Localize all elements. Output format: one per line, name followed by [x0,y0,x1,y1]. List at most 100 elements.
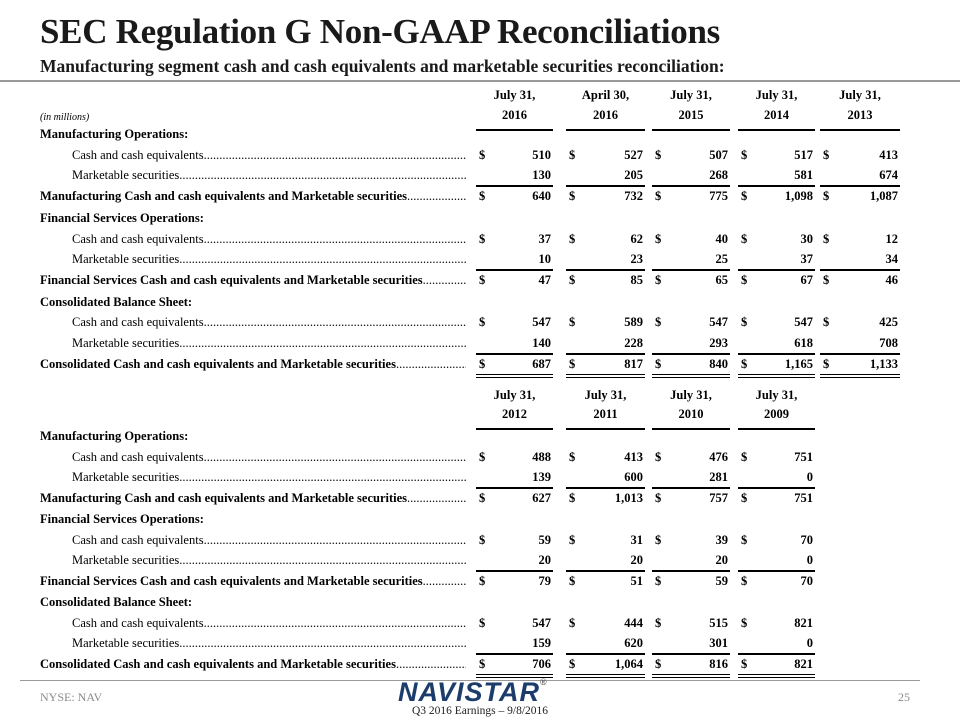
line-item-text: Marketable securities [72,470,180,484]
line-item-text: Cash and cash equivalents [72,532,204,547]
page-subtitle: Manufacturing segment cash and cash equi… [40,56,725,76]
line-item-text: Marketable securities [72,168,180,183]
cell-value: 20 [715,553,729,568]
currency-symbol: $ [741,532,748,547]
cell-value: 23 [630,252,644,267]
section-heading: Financial Services Operations: [40,512,204,527]
leader-dots: ........................................… [179,252,466,267]
line-item-row: Marketable securities...................… [0,249,960,269]
subtotal-rule [652,652,730,655]
line-item-label: Marketable securities...................… [72,467,466,487]
line-item-text: Cash and cash equivalents [72,315,204,330]
cell-value: 488 [532,449,551,464]
currency-symbol: $ [569,231,576,246]
total-text: Financial Services Cash and cash equival… [40,272,423,287]
subtotal-rule [566,652,645,655]
cell-value: 228 [624,336,643,351]
total-text: Financial Services Cash and cash equival… [40,573,423,588]
cell-value: 85 [630,272,644,287]
currency-symbol: $ [479,189,486,204]
currency-symbol: $ [655,147,662,162]
cell-value: 268 [709,168,728,183]
leader-dots: ........................................… [422,272,466,287]
cell-value: 140 [532,336,551,351]
cell-value: 708 [879,336,898,351]
total-row: Financial Services Cash and cash equival… [0,569,960,591]
currency-symbol: $ [655,272,662,287]
cell-value: 79 [538,573,552,588]
leader-dots: ........................................… [407,490,466,505]
total-text: Consolidated Cash and cash equivalents a… [40,656,396,671]
line-item-text: Marketable securities [72,336,180,351]
cell-value: 30 [800,231,814,246]
cell-value: 425 [879,315,898,330]
currency-symbol: $ [479,532,486,547]
currency-symbol: $ [569,615,576,630]
currency-symbol: $ [655,231,662,246]
cell-value: 12 [885,231,899,246]
line-item-row: Cash and cash equivalents...............… [0,145,960,165]
total-rule [652,373,730,375]
total-rule [476,673,553,675]
line-item-row: Marketable securities...................… [0,550,960,570]
cell-value: 20 [630,553,644,568]
cell-value: 205 [624,168,643,183]
total-label: Manufacturing Cash and cash equivalents … [40,186,466,206]
currency-symbol: $ [823,231,830,246]
currency-symbol: $ [741,490,748,505]
currency-symbol: $ [823,315,830,330]
currency-symbol: $ [741,573,748,588]
line-item-label: Marketable securities...................… [72,333,466,353]
leader-dots: ........................................… [203,449,466,464]
total-label: Consolidated Cash and cash equivalents a… [40,354,466,374]
header-underline [652,428,730,430]
line-item-row: Cash and cash equivalents...............… [0,613,960,633]
page-number: 25 [898,690,910,704]
cell-value: 70 [800,573,814,588]
line-item-row: Cash and cash equivalents...............… [0,447,960,467]
total-double-rule [652,676,730,678]
cell-value: 757 [709,490,728,505]
cell-value: 618 [794,336,813,351]
header-underline [738,428,815,430]
total-double-rule [566,676,645,678]
currency-symbol: $ [655,189,662,204]
total-text: Manufacturing Cash and cash equivalents … [40,490,408,505]
cell-value: 65 [715,272,729,287]
cell-value: 817 [624,356,643,371]
subtotal-rule [476,185,553,188]
total-label: Financial Services Cash and cash equival… [40,270,466,290]
cell-value: 39 [715,532,729,547]
total-label: Financial Services Cash and cash equival… [40,571,466,591]
total-double-rule [476,676,553,678]
total-rule [476,373,553,375]
header-underline [476,129,553,131]
subtotal-rule [566,569,645,572]
total-double-rule [820,376,900,378]
total-row: Consolidated Cash and cash equivalents a… [0,652,960,678]
column-header-line1: July 31, [584,388,627,402]
line-item-row: Cash and cash equivalents...............… [0,530,960,550]
cell-value: 547 [709,315,728,330]
subtotal-rule [566,268,645,271]
currency-symbol: $ [569,656,576,671]
column-header-line2: 2011 [593,407,618,421]
cell-value: 59 [538,532,552,547]
cell-value: 413 [624,449,643,464]
subtotal-rule [738,185,815,188]
subtotal-rule [820,268,900,271]
currency-symbol: $ [823,189,830,204]
cell-value: 627 [532,490,551,505]
currency-symbol: $ [479,490,486,505]
total-row: Manufacturing Cash and cash equivalents … [0,185,960,206]
currency-symbol: $ [655,449,662,464]
currency-symbol: $ [741,315,748,330]
currency-symbol: $ [741,272,748,287]
cell-value: 1,087 [869,189,898,204]
units-label: (in millions) [40,112,90,123]
currency-symbol: $ [569,147,576,162]
column-header-line1: July 31, [670,88,712,102]
cell-value: 600 [624,470,643,484]
line-item-row: Marketable securities...................… [0,333,960,353]
cell-value: 581 [794,168,813,183]
